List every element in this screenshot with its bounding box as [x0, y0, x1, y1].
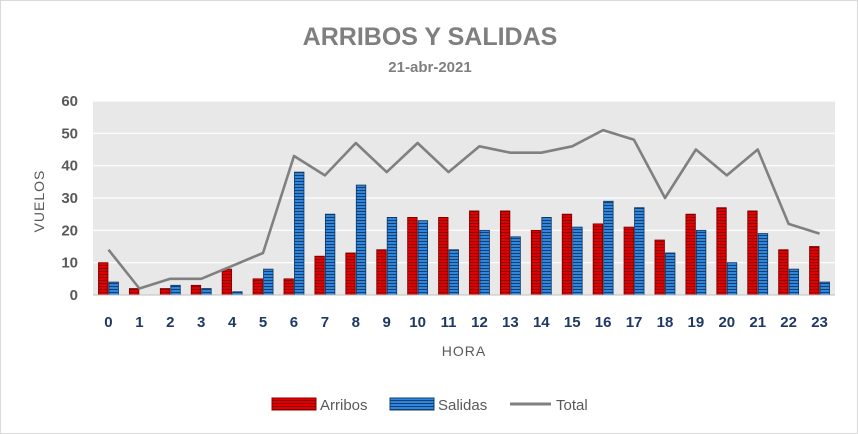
x-tick-label: 0	[104, 314, 112, 331]
y-tick-label: 40	[61, 158, 78, 175]
bar-salidas-2	[170, 284, 181, 296]
bar-salidas-0	[108, 281, 119, 296]
x-tick-label: 12	[471, 314, 488, 331]
legend-swatch-salidas	[389, 397, 435, 411]
bar-arribos-14	[530, 229, 542, 296]
x-tick-label: 6	[290, 314, 298, 331]
x-tick-label: 9	[383, 314, 391, 331]
bar-salidas-14	[541, 216, 552, 296]
bar-arribos-12	[469, 210, 480, 296]
bar-arribos-5	[252, 278, 263, 296]
bar-salidas-5	[263, 268, 274, 296]
bar-arribos-13	[499, 210, 511, 296]
legend: Arribos Salidas Total	[271, 397, 588, 414]
x-tick-label: 5	[259, 314, 267, 331]
legend-swatch-arribos	[271, 397, 317, 411]
bar-salidas-22	[788, 268, 800, 296]
y-axis-ticks: 0 10 20 30 40 50 60	[61, 93, 78, 304]
x-tick-label: 4	[228, 314, 237, 331]
x-axis-ticks: 0 1 2 3 4 5 6 7 8 9 10 11 12 13 14 15 16 17 18 19 20 21 22 23	[104, 314, 828, 331]
bar-arribos-11	[438, 216, 449, 296]
x-tick-label: 1	[135, 314, 143, 331]
bar-arribos-22	[778, 249, 789, 296]
chart-subtitle: 21-abr-2021	[388, 59, 471, 76]
y-axis-label: VUELOS	[31, 170, 47, 233]
bar-salidas-12	[479, 229, 490, 296]
total-line-series	[107, 128, 820, 290]
gridlines	[93, 100, 835, 264]
bar-arribos-21	[747, 210, 758, 296]
bar-salidas-8	[355, 184, 367, 296]
bar-salidas-3	[201, 288, 212, 296]
bar-salidas-10	[417, 220, 429, 296]
bar-arribos-10	[407, 216, 418, 296]
x-tick-label: 22	[780, 314, 797, 331]
legend-label-arribos: Arribos	[320, 397, 368, 414]
bar-arribos-1	[128, 288, 140, 296]
x-tick-label: 18	[657, 314, 674, 331]
x-axis-label: HORA	[442, 343, 486, 359]
bar-arribos-8	[345, 252, 356, 296]
y-tick-label: 10	[61, 255, 78, 272]
bar-arribos-4	[221, 268, 233, 296]
bar-arribos-19	[685, 213, 696, 296]
bars	[98, 171, 830, 296]
x-tick-label: 19	[688, 314, 705, 331]
legend-label-salidas: Salidas	[438, 397, 487, 414]
bar-arribos-17	[623, 226, 634, 296]
x-tick-label: 2	[166, 314, 174, 331]
chart-title: ARRIBOS Y SALIDAS	[303, 23, 558, 51]
bar-salidas-16	[603, 200, 614, 296]
bar-arribos-0	[98, 262, 109, 296]
bar-salidas-20	[726, 262, 738, 296]
bar-salidas-23	[819, 281, 830, 296]
x-tick-label: 8	[352, 314, 360, 331]
bar-salidas-21	[757, 233, 769, 296]
bar-salidas-13	[510, 236, 521, 296]
y-tick-label: 0	[70, 287, 78, 304]
x-tick-label: 17	[626, 314, 643, 331]
x-tick-label: 21	[749, 314, 766, 331]
x-tick-label: 14	[533, 314, 550, 331]
bar-arribos-20	[716, 207, 727, 296]
bar-arribos-6	[283, 278, 294, 296]
bar-salidas-7	[324, 213, 336, 296]
x-tick-label: 16	[595, 314, 612, 331]
bar-arribos-16	[592, 223, 604, 296]
x-tick-label: 7	[321, 314, 329, 331]
y-tick-label: 20	[61, 222, 78, 239]
y-tick-label: 60	[61, 93, 78, 110]
bar-salidas-9	[386, 216, 398, 296]
x-tick-label: 11	[441, 314, 457, 331]
bar-salidas-19	[695, 229, 707, 296]
y-tick-label: 50	[61, 125, 78, 142]
x-tick-label: 23	[811, 314, 828, 331]
bar-arribos-3	[190, 284, 202, 296]
bar-salidas-11	[448, 249, 459, 296]
x-tick-label: 15	[564, 314, 581, 331]
x-tick-label: 3	[197, 314, 205, 331]
y-tick-label: 30	[61, 190, 78, 207]
total-line	[107, 128, 820, 290]
bar-salidas-18	[665, 252, 676, 296]
bar-arribos-23	[809, 246, 820, 296]
bar-arribos-2	[159, 288, 171, 296]
bar-salidas-17	[634, 207, 645, 296]
bar-salidas-6	[294, 171, 305, 296]
x-tick-label: 10	[409, 314, 426, 331]
bar-salidas-15	[572, 226, 583, 296]
bar-arribos-9	[376, 249, 387, 296]
bar-arribos-18	[654, 239, 665, 296]
bar-arribos-15	[561, 213, 573, 296]
x-tick-label: 13	[502, 314, 519, 331]
bar-arribos-7	[314, 255, 325, 296]
x-tick-label: 20	[718, 314, 735, 331]
legend-label-total: Total	[556, 397, 588, 414]
